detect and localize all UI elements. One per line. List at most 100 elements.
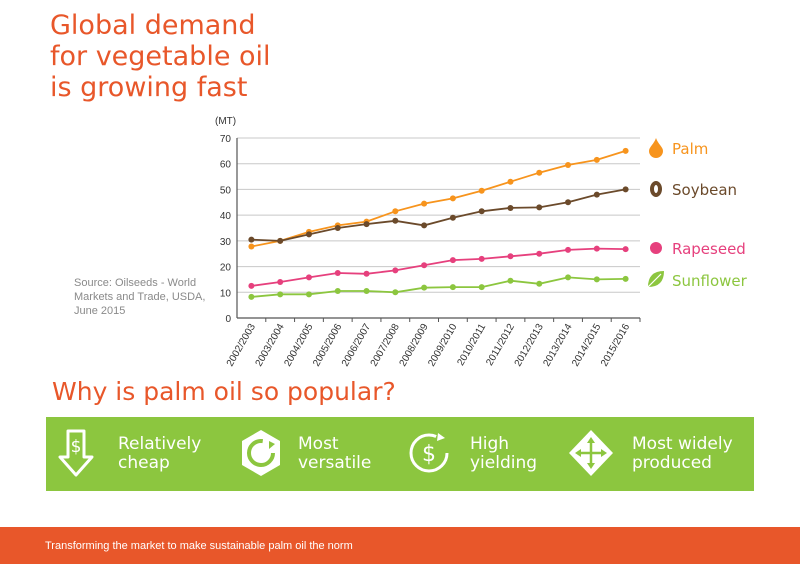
data-point-palm [593,156,600,163]
data-point-rapeseed [334,270,341,276]
data-point-soybean [449,214,456,221]
data-point-soybean [248,236,255,243]
series-line-soybean [251,188,626,242]
data-point-rapeseed [305,274,312,281]
series-line-sunflower [251,276,626,298]
data-point-palm [248,243,255,250]
palm-drop-icon [649,138,663,158]
data-point-soybean [565,199,572,206]
x-tick-label: 2008/2009 [398,322,431,369]
svg-text:$: $ [422,442,436,467]
y-tick-label: 20 [220,263,232,274]
arrows-expand-icon [569,430,613,476]
dollar-cycle-icon: $ [409,433,449,473]
data-point-soybean [277,237,284,244]
data-point-soybean [622,186,629,193]
data-point-rapeseed [392,267,399,274]
data-point-soybean [507,204,514,211]
x-tick-label: 2013/2014 [541,322,574,369]
page-title: Global demand for vegetable oil is growi… [50,10,271,103]
legend-label-soybean: Soybean [672,181,737,199]
y-tick-label: 0 [225,314,231,325]
data-point-palm [565,162,572,168]
x-tick-label: 2005/2006 [311,322,344,369]
data-point-rapeseed [507,253,514,260]
data-point-rapeseed [449,257,456,264]
feature-label-versatile: Most versatile [298,434,372,473]
data-point-sunflower [507,277,514,284]
legend-label-rapeseed: Rapeseed [672,240,746,258]
data-point-soybean [392,217,399,224]
y-tick-label: 40 [220,211,232,222]
data-point-rapeseed [421,262,428,269]
data-point-soybean [593,191,600,198]
line-chart: 010203040506070(MT)2002/20032003/2004200… [215,116,748,369]
data-point-palm [478,187,485,194]
legend-label-palm: Palm [672,140,708,158]
y-tick-label: 30 [220,237,232,248]
data-point-sunflower [277,291,284,298]
data-point-rapeseed [565,246,572,253]
data-point-rapeseed [622,246,629,253]
source-note: Source: Oilseeds - World Markets and Tra… [74,277,206,317]
data-point-palm [507,178,514,185]
x-tick-label: 2007/2008 [369,322,402,369]
x-tick-label: 2004/2005 [282,322,315,369]
data-point-palm [449,195,456,202]
data-point-palm [536,169,543,176]
data-point-sunflower [334,288,341,294]
data-point-soybean [305,231,312,238]
y-tick-label: 50 [220,185,232,196]
x-tick-label: 2015/2016 [599,322,632,369]
data-point-sunflower [593,276,600,283]
data-point-soybean [536,204,543,211]
feature-label-produced: Most widely produced [632,434,733,473]
legend-label-sunflower: Sunflower [672,272,748,290]
footer-text: Transforming the market to make sustaina… [45,540,353,552]
data-point-palm [421,200,428,207]
footer-bar: Transforming the market to make sustaina… [0,527,800,564]
data-point-sunflower [449,284,456,291]
sunflower-leaf-vein [647,273,662,288]
data-point-soybean [363,221,370,228]
series-line-palm [251,150,626,248]
x-tick-label: 2002/2003 [225,322,258,369]
data-point-sunflower [565,274,572,281]
x-tick-label: 2006/2007 [340,322,373,369]
data-point-soybean [421,222,428,229]
x-tick-label: 2011/2012 [484,322,517,368]
versatile-cycle-icon [242,430,280,476]
data-point-sunflower [248,293,255,300]
data-point-rapeseed [277,279,284,285]
data-point-rapeseed [363,270,370,277]
svg-text:$: $ [71,437,82,457]
data-point-sunflower [363,288,370,294]
y-tick-label: 60 [220,160,232,171]
data-point-soybean [478,208,485,215]
y-tick-label: 70 [220,134,232,145]
section-heading: Why is palm oil so popular? [52,377,396,406]
data-point-sunflower [478,284,485,291]
x-tick-label: 2014/2015 [570,322,603,369]
x-tick-label: 2009/2010 [426,322,459,369]
title-line-3: is growing fast [50,72,248,103]
data-point-palm [392,208,399,215]
soybean-icon-detail [654,185,658,193]
y-tick-label: 10 [220,288,232,299]
dollar-down-icon: $ [58,429,94,477]
data-point-sunflower [421,284,428,291]
title-line-1: Global demand [50,10,256,41]
feature-label-cheap: Relatively cheap [118,434,202,473]
data-point-sunflower [392,289,399,296]
data-point-sunflower [622,275,629,282]
data-point-rapeseed [536,250,543,257]
data-point-rapeseed [478,255,485,262]
feature-label-yielding: High yielding [470,434,538,473]
data-point-sunflower [305,291,312,298]
series-line-rapeseed [251,247,626,287]
title-line-2: for vegetable oil [50,41,271,72]
data-point-rapeseed [593,245,600,252]
rapeseed-icon [650,242,662,254]
data-point-rapeseed [248,282,255,289]
data-point-palm [622,147,629,154]
